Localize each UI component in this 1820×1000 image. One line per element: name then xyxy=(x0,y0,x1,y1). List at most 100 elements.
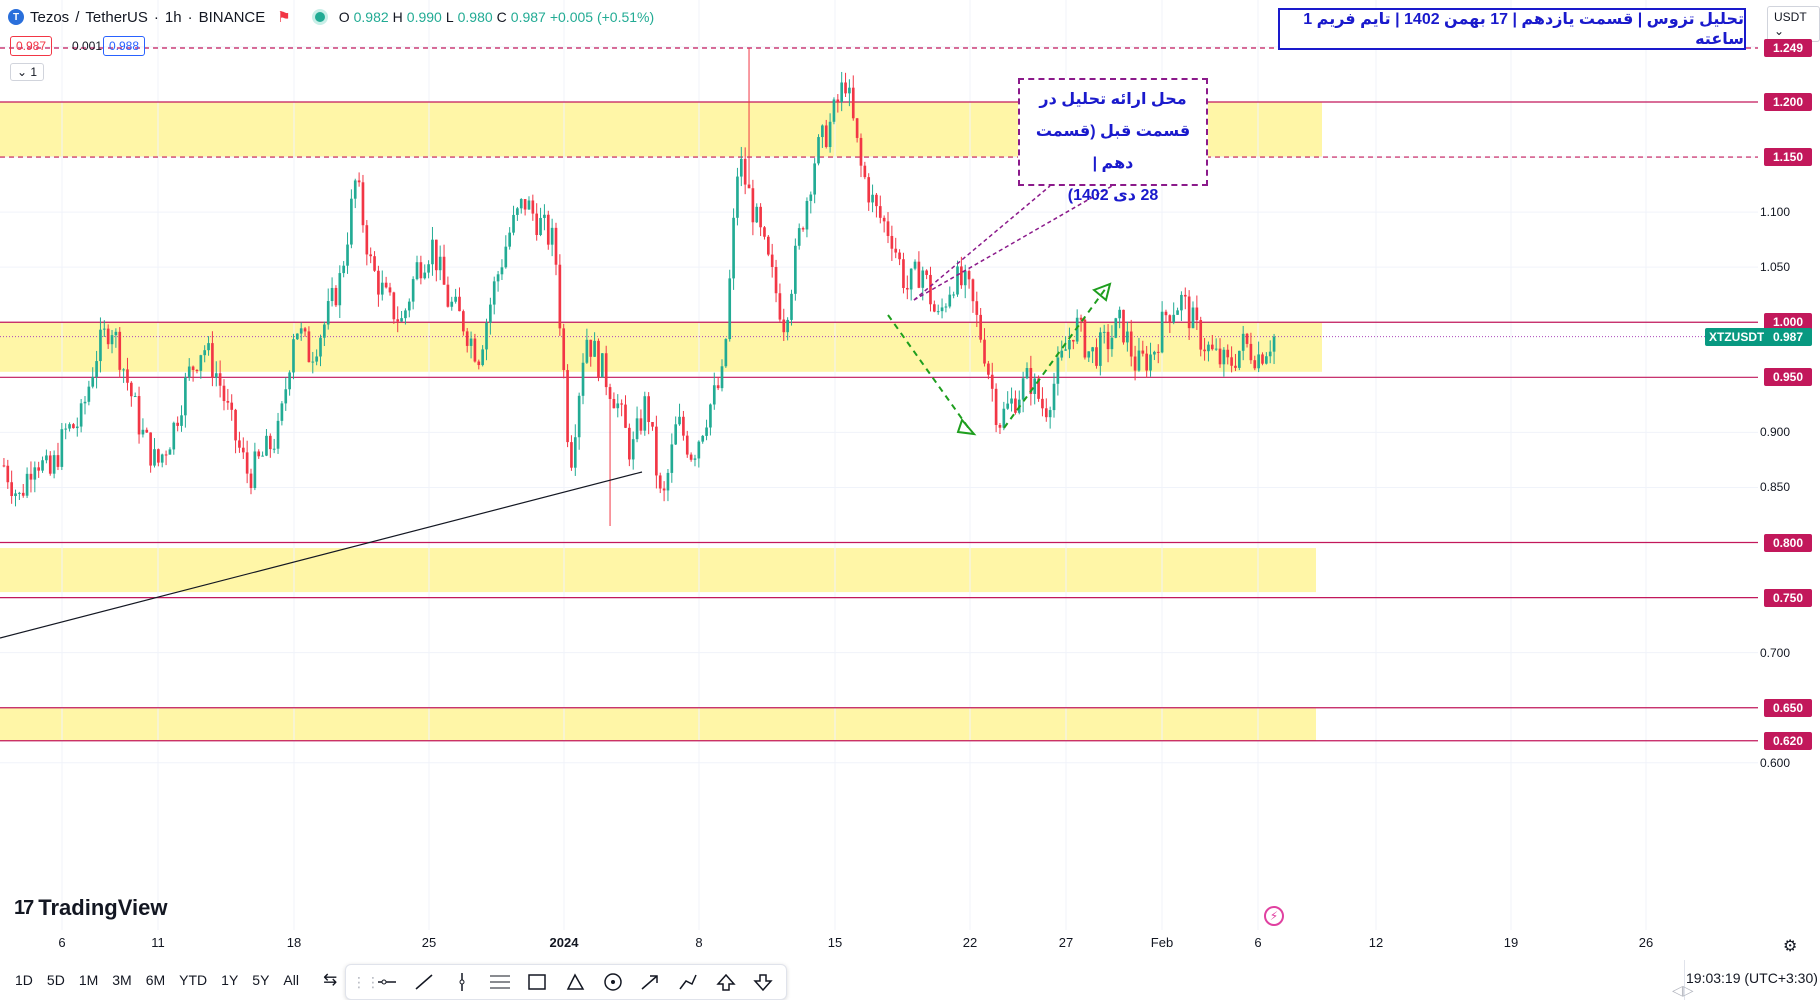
candle-body xyxy=(840,82,844,102)
vertical-line-icon[interactable] xyxy=(445,967,479,997)
arrow-up-icon[interactable] xyxy=(709,967,743,997)
trend-line-icon[interactable] xyxy=(408,967,442,997)
support-resistance-zone[interactable] xyxy=(0,548,1316,593)
buy-price-button[interactable]: 0.988 xyxy=(103,36,146,56)
candle-body xyxy=(168,449,172,455)
sell-price-button[interactable]: 0.987 xyxy=(10,36,53,56)
high-value: 0.990 xyxy=(406,9,442,25)
candle-body xyxy=(685,435,689,455)
candle-body xyxy=(450,301,454,307)
level-price-label[interactable]: 1.200 xyxy=(1764,92,1812,111)
symbol-header[interactable]: T Tezos / TetherUS · 1h · BINANCE ⚑ O 0.9… xyxy=(8,8,654,26)
interval-label[interactable]: 1h xyxy=(164,8,182,26)
candle-body xyxy=(600,353,604,378)
interval-separator: · xyxy=(153,8,159,26)
tradingview-logo[interactable]: 17 TradingView xyxy=(14,895,167,921)
candle-body xyxy=(1110,337,1114,350)
triangle-icon[interactable] xyxy=(558,967,592,997)
candle-body xyxy=(886,221,890,236)
candle-body xyxy=(786,319,789,333)
candle-body xyxy=(369,254,373,257)
candle-body xyxy=(720,366,724,389)
range-1y[interactable]: 1Y xyxy=(221,972,239,988)
lightning-icon[interactable]: ⚡ xyxy=(1264,906,1284,926)
candle-body xyxy=(199,355,203,371)
trend-line[interactable] xyxy=(0,471,643,639)
alarm-bell-icon[interactable]: ⚑ xyxy=(277,9,291,26)
candle-body xyxy=(388,287,392,293)
candle-body xyxy=(674,424,678,445)
horizontal-ray-icon[interactable] xyxy=(370,967,404,997)
range-all[interactable]: All xyxy=(283,972,299,988)
level-price-label[interactable]: 1.150 xyxy=(1764,148,1812,167)
level-price-label[interactable]: 1.249 xyxy=(1764,39,1812,57)
candle-body xyxy=(1137,350,1141,371)
support-resistance-zone[interactable] xyxy=(0,707,1316,741)
range-5d[interactable]: 5D xyxy=(46,972,65,988)
candle-body xyxy=(311,361,315,363)
candle-body xyxy=(122,369,125,371)
candle-body xyxy=(890,235,894,249)
date-range-bar: 1D 5D 1M 3M 6M YTD 1Y 5Y All ⇆ xyxy=(10,966,342,994)
range-6m[interactable]: 6M xyxy=(145,972,166,988)
indicators-toggle[interactable]: ⌄ 1 xyxy=(10,63,45,81)
indicators-count: 1 xyxy=(30,65,38,79)
level-price-label[interactable]: 0.800 xyxy=(1764,533,1812,552)
candle-body xyxy=(546,214,550,245)
title-annotation[interactable]: تحلیل تزوس | قسمت یازدهم | 17 بهمن 1402 … xyxy=(1278,8,1746,50)
candle-body xyxy=(655,426,658,476)
arrow-line-icon[interactable] xyxy=(633,967,667,997)
candle-body xyxy=(666,472,670,491)
arrow-down-icon[interactable] xyxy=(746,967,780,997)
drag-handle-icon[interactable]: ⋮⋮ xyxy=(352,973,380,990)
range-ytd[interactable]: YTD xyxy=(179,972,208,988)
candle-body xyxy=(994,388,998,425)
level-price-label[interactable]: 0.620 xyxy=(1764,731,1812,750)
level-price-label[interactable]: 1.000 xyxy=(1764,313,1812,332)
calendar-goto-icon[interactable]: ⇆ xyxy=(322,970,338,989)
symbol-quote[interactable]: TetherUS xyxy=(85,8,148,26)
note-callout-line xyxy=(913,185,1051,301)
time-axis-tick: 6 xyxy=(58,935,66,950)
gear-icon[interactable]: ⚙ xyxy=(1783,938,1798,955)
level-price-label[interactable]: 0.650 xyxy=(1764,698,1812,717)
level-price-label[interactable]: 0.750 xyxy=(1764,588,1812,607)
projection-arrow-down[interactable] xyxy=(887,314,971,431)
currency-selector[interactable]: USDT ⌄ xyxy=(1767,6,1820,42)
clock-timezone[interactable]: 19:03:19 (UTC+3:30) xyxy=(1686,970,1818,986)
time-axis-tick: 26 xyxy=(1638,935,1654,950)
candle-body xyxy=(956,266,959,295)
path-icon[interactable] xyxy=(671,967,705,997)
candle-body xyxy=(531,200,535,214)
candle-body xyxy=(875,194,878,207)
range-1m[interactable]: 1M xyxy=(78,972,99,988)
range-1d[interactable]: 1D xyxy=(15,972,33,988)
candle-body xyxy=(1099,332,1102,366)
symbol-base[interactable]: Tezos xyxy=(30,8,70,26)
circle-icon[interactable] xyxy=(596,967,630,997)
candle-body xyxy=(500,267,504,275)
candle-body xyxy=(1172,314,1176,323)
candle-body xyxy=(434,239,438,271)
projection-arrow-up[interactable] xyxy=(1003,287,1107,429)
note-line: محل ارائه تحلیل در xyxy=(1039,91,1187,108)
candle-body xyxy=(929,274,932,305)
candle-body xyxy=(214,373,218,378)
rectangle-icon[interactable] xyxy=(521,967,555,997)
candle-body xyxy=(230,402,234,410)
candle-body xyxy=(554,227,558,265)
candle-body xyxy=(516,208,519,215)
candle-body xyxy=(620,403,623,405)
note-annotation[interactable]: محل ارائه تحلیل در قسمت قبل (قسمت دهم | … xyxy=(1018,78,1208,204)
candle-body xyxy=(651,422,654,427)
candle-body xyxy=(1237,350,1241,368)
range-3m[interactable]: 3M xyxy=(112,972,132,988)
candle-body xyxy=(14,493,17,497)
pitchfork-icon[interactable] xyxy=(483,967,517,997)
range-5y[interactable]: 5Y xyxy=(252,972,270,988)
scroll-arrows-icon[interactable]: ◁▷ xyxy=(1672,982,1694,998)
level-price-label[interactable]: 0.950 xyxy=(1764,368,1812,387)
candle-body xyxy=(268,435,272,450)
candle-body xyxy=(913,261,917,269)
